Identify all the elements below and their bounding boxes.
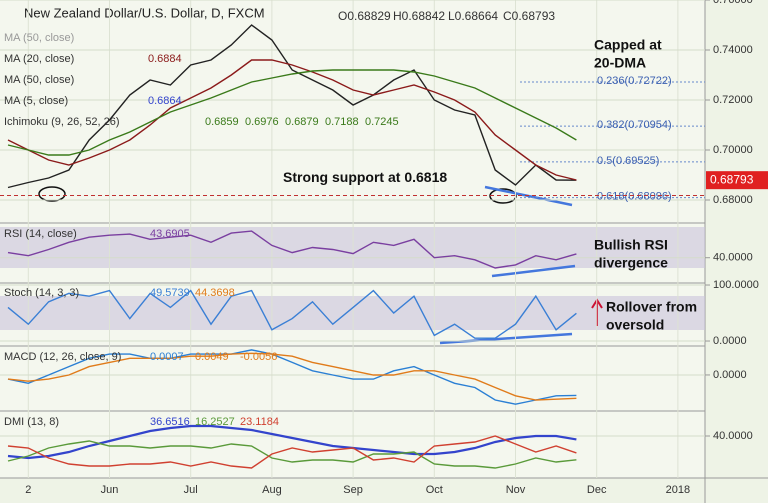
y-tick-label: 0.74000 — [713, 44, 753, 56]
readout: 23.1184 — [240, 416, 279, 428]
x-tick-label: Sep — [343, 484, 363, 496]
x-tick-label: 2 — [25, 484, 31, 496]
support-label: Strong support at 0.6818 — [283, 169, 447, 185]
legend-label: MA (50, close) — [4, 32, 74, 44]
legend-value: 0.7188 — [325, 116, 359, 128]
y-tick-label: 100.0000 — [713, 279, 759, 291]
price-tag-label: 0.68793 — [710, 172, 754, 186]
x-tick-label: Aug — [262, 484, 282, 496]
y-tick-label: 40.0000 — [713, 430, 753, 442]
ohlc: L0.68664 — [448, 9, 498, 23]
y-tick-label: 0.72000 — [713, 94, 753, 106]
legend-label: MA (50, close) — [4, 74, 74, 86]
trend-line — [491, 264, 576, 278]
fib-label: 0.5(0.69525) — [597, 155, 659, 167]
y-tick-label: 0.0000 — [713, 335, 747, 347]
series-line — [7, 435, 577, 469]
legend-value: 0.6884 — [148, 53, 182, 65]
panel-title: DMI (13, 8) — [4, 416, 59, 428]
series-line — [7, 349, 577, 405]
series-line — [7, 289, 577, 339]
rsi-band — [0, 227, 705, 268]
y-tick-label: 0.76000 — [713, 0, 753, 6]
readout: 0.0049 — [195, 351, 229, 363]
x-tick-label: Jun — [101, 484, 119, 496]
readout: 49.5739 — [150, 287, 190, 299]
y-tick-label: 40.0000 — [713, 252, 753, 264]
annotation: Rollover from — [606, 299, 697, 315]
readout: 43.6905 — [150, 228, 190, 240]
x-tick-label: Dec — [587, 484, 607, 496]
series-line — [7, 69, 577, 156]
readout: 16.2527 — [195, 416, 235, 428]
series-line — [7, 440, 577, 469]
series-line — [7, 230, 577, 269]
chart-title: New Zealand Dollar/U.S. Dollar, D, FXCM — [24, 5, 265, 20]
legend-value: 0.6864 — [148, 95, 182, 107]
readout: -0.0056 — [240, 351, 277, 363]
ohlc: C0.68793 — [503, 9, 555, 23]
stoch-band — [0, 296, 705, 330]
y-tick-label: 0.70000 — [713, 144, 753, 156]
series-line — [7, 24, 577, 189]
series-line — [7, 424, 577, 460]
readout: 0.0007 — [150, 351, 184, 363]
annotation: oversold — [606, 317, 664, 333]
highlight-circle — [38, 186, 66, 202]
annotation: 20-DMA — [594, 55, 646, 71]
series-line — [7, 352, 577, 401]
legend-value: 0.6879 — [285, 116, 319, 128]
ohlc: O0.68829 — [338, 9, 391, 23]
ohlc: H0.68842 — [393, 9, 445, 23]
x-tick-label: Jul — [184, 484, 198, 496]
price-tag — [706, 171, 768, 190]
legend-label: Ichimoku (9, 26, 52, 26) — [4, 116, 120, 128]
panel-title: RSI (14, close) — [4, 228, 77, 240]
x-tick-label: Nov — [506, 484, 526, 496]
legend-value: 0.6859 — [205, 116, 239, 128]
panel-title: Stoch (14, 3, 3) — [4, 287, 79, 299]
annotation: Bullish RSI — [594, 237, 668, 253]
legend-value: 0.6976 — [245, 116, 279, 128]
fib-label: 0.382(0.70954) — [597, 119, 672, 131]
fib-label: 0.618(0.68096) — [597, 191, 672, 203]
annotation: divergence — [594, 255, 668, 271]
x-tick-label: Oct — [426, 484, 443, 496]
x-tick-label: 2018 — [666, 484, 690, 496]
series-line — [7, 59, 577, 181]
fib-label: 0.236(0.72722) — [597, 75, 672, 87]
y-tick-label: 0.0000 — [713, 369, 747, 381]
panel-title: MACD (12, 26, close, 9) — [4, 351, 121, 363]
y-tick-label: 0.68000 — [713, 194, 753, 206]
readout: 44.3698 — [195, 287, 235, 299]
readout: 36.6516 — [150, 416, 190, 428]
legend-value: 0.7245 — [365, 116, 399, 128]
annotation: Capped at — [594, 37, 662, 53]
legend-label: MA (20, close) — [4, 53, 74, 65]
legend-label: MA (5, close) — [4, 95, 68, 107]
